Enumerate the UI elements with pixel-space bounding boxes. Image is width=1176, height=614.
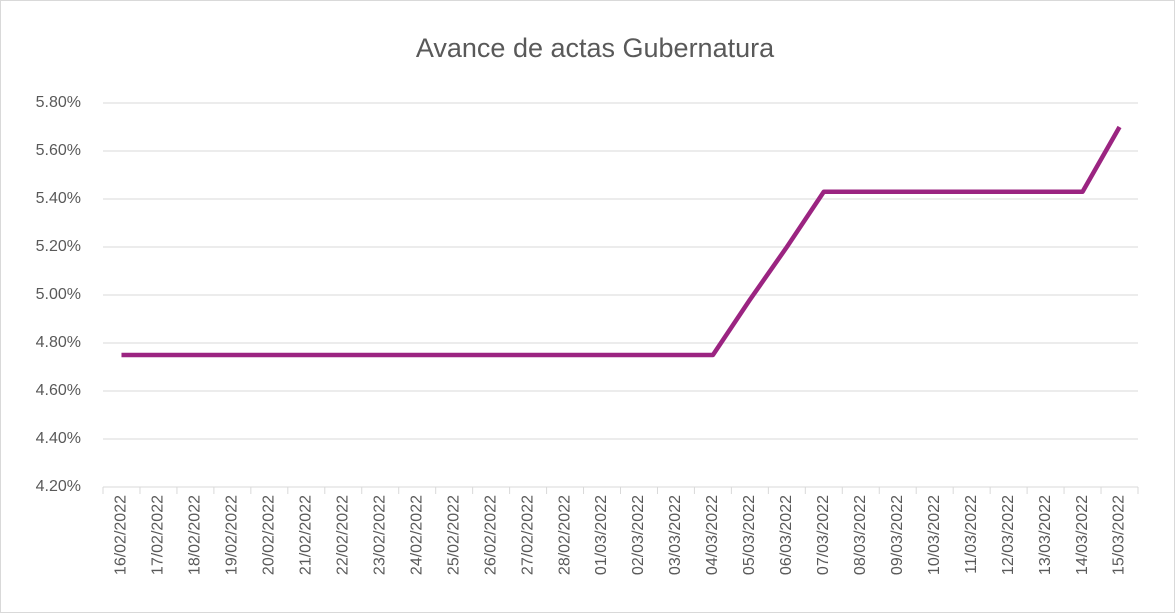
y-tick-label: 5.80% (36, 94, 81, 111)
x-tick-label: 07/03/2022 (815, 495, 832, 575)
x-tick-label: 20/02/2022 (261, 495, 278, 575)
data-line (121, 125, 1122, 358)
x-tick-label: 27/02/2022 (519, 495, 536, 575)
y-tick-label: 4.80% (36, 334, 81, 351)
x-tick-label: 15/03/2022 (1111, 495, 1128, 575)
x-tick-label: 09/03/2022 (889, 495, 906, 575)
x-tick-label: 02/03/2022 (630, 495, 647, 575)
y-tick-label: 5.00% (36, 286, 81, 303)
x-tick-label: 24/02/2022 (408, 495, 425, 575)
x-tick-label: 19/02/2022 (224, 495, 241, 575)
y-tick-label: 4.60% (36, 382, 81, 399)
x-tick-label: 14/03/2022 (1074, 495, 1091, 575)
x-tick-label: 01/03/2022 (593, 495, 610, 575)
x-tick-label: 13/03/2022 (1037, 495, 1054, 575)
x-tick-label: 17/02/2022 (150, 495, 167, 575)
x-tick-label: 25/02/2022 (445, 495, 462, 575)
y-tick-label: 5.20% (36, 238, 81, 255)
x-tick-label: 23/02/2022 (371, 495, 388, 575)
x-tick-label: 12/03/2022 (1000, 495, 1017, 575)
x-tick-label: 05/03/2022 (741, 495, 758, 575)
chart-title: Avance de actas Gubernatura (416, 33, 775, 63)
y-tick-label: 5.60% (36, 142, 81, 159)
y-tick-label: 4.40% (36, 430, 81, 447)
x-tick-label: 08/03/2022 (852, 495, 869, 575)
y-tick-label: 4.20% (36, 478, 81, 495)
y-tick-label: 5.40% (36, 190, 81, 207)
x-tick-label: 26/02/2022 (482, 495, 499, 575)
x-tick-label: 22/02/2022 (334, 495, 351, 575)
x-tick-label: 16/02/2022 (113, 495, 130, 575)
x-tick-label: 11/03/2022 (963, 495, 980, 574)
x-tick-label: 03/03/2022 (667, 495, 684, 575)
x-tick-label: 21/02/2022 (298, 495, 315, 575)
x-tick-label: 28/02/2022 (556, 495, 573, 575)
x-tick-label: 06/03/2022 (778, 495, 795, 575)
x-tick-label: 10/03/2022 (926, 495, 943, 575)
x-tick-label: 04/03/2022 (704, 495, 721, 575)
x-tick-label: 18/02/2022 (187, 495, 204, 575)
